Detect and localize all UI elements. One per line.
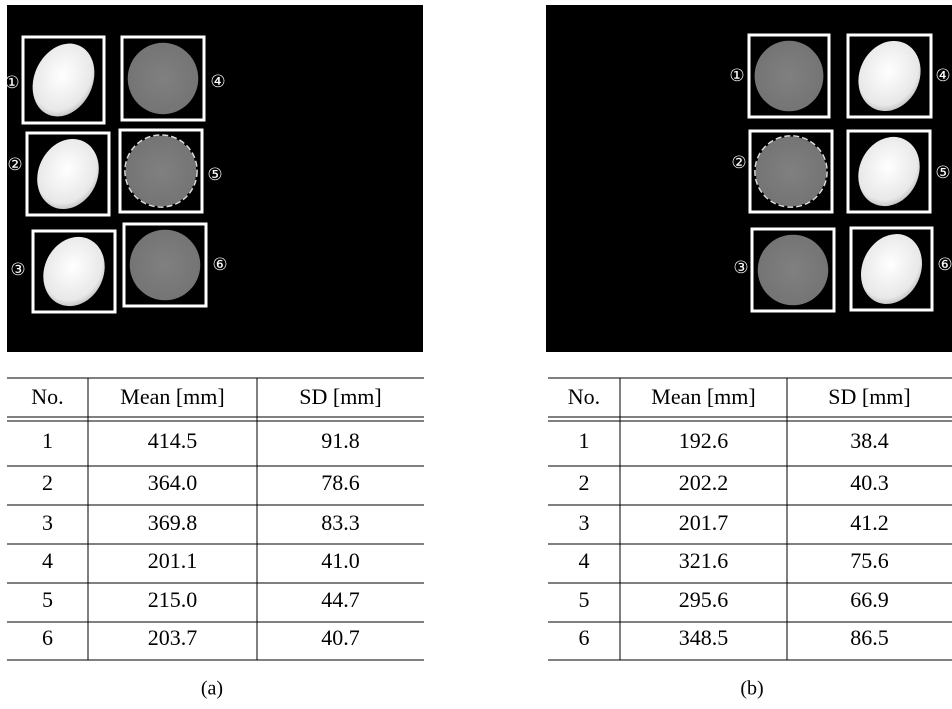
- table-cell: 3: [42, 510, 53, 535]
- table-cell: 6: [579, 625, 590, 650]
- roi-label: ⑥: [937, 255, 952, 275]
- roi-label: ④: [210, 72, 225, 92]
- table-cell: 1: [579, 428, 590, 453]
- roi-label: ③: [10, 260, 25, 280]
- table-cell: 83.3: [321, 510, 360, 535]
- figure: ① ② ③ ④ ⑤ ⑥ No. Mean [mm] SD [mm] 1 414.5 91.8 2 364.…: [0, 0, 952, 709]
- table-cell: 40.3: [850, 470, 889, 495]
- caption: (a): [201, 678, 223, 700]
- roi-label: ⑤: [207, 165, 222, 185]
- table-cell: 414.5: [148, 428, 198, 453]
- table-cell: 295.6: [679, 587, 729, 612]
- table-cell: 202.2: [679, 470, 729, 495]
- table-cell: 44.7: [321, 587, 360, 612]
- table-header: No.: [568, 384, 600, 409]
- table-cell: 2: [42, 470, 53, 495]
- table: No. Mean [mm] SD [mm] 1 414.5 91.8 2 364.0 78.6 3…: [7, 378, 424, 660]
- table-cell: 41.0: [321, 548, 360, 573]
- table-cell: 78.6: [321, 470, 360, 495]
- table-cell: 86.5: [850, 625, 889, 650]
- roi-label: ②: [7, 155, 22, 175]
- roi-label: ①: [4, 73, 19, 93]
- table-header: SD [mm]: [299, 384, 382, 409]
- table-cell: 91.8: [321, 428, 360, 453]
- table-cell: 1: [42, 428, 53, 453]
- roi-label: ①: [729, 66, 744, 86]
- table-header: Mean [mm]: [120, 384, 224, 409]
- roi-label: ⑤: [935, 163, 950, 183]
- table-cell: 2: [579, 470, 590, 495]
- table-cell: 5: [42, 587, 53, 612]
- table-cell: 6: [42, 625, 53, 650]
- table-cell: 321.6: [679, 548, 729, 573]
- table-cell: 4: [579, 548, 590, 573]
- table-cell: 66.9: [850, 587, 889, 612]
- table-cell: 203.7: [148, 625, 198, 650]
- table-cell: 3: [579, 510, 590, 535]
- table-cell: 4: [42, 548, 53, 573]
- roi-label: ②: [731, 153, 746, 173]
- panel: ① ② ③ ④ ⑤ ⑥ No. Mean [mm] SD [mm] 1 192.6 38.4 2 202.…: [546, 5, 952, 700]
- table: No. Mean [mm] SD [mm] 1 192.6 38.4 2 202.2 40.3 3…: [548, 378, 952, 660]
- table-cell: 348.5: [679, 625, 729, 650]
- table-cell: 201.1: [148, 548, 198, 573]
- table-cell: 5: [579, 587, 590, 612]
- roi-label: ③: [733, 258, 748, 278]
- panel: ① ② ③ ④ ⑤ ⑥ No. Mean [mm] SD [mm] 1 414.5 91.8 2 364.…: [4, 5, 424, 700]
- table-cell: 201.7: [679, 510, 729, 535]
- table-header: No.: [31, 384, 63, 409]
- roi-label: ⑥: [212, 255, 227, 275]
- table-cell: 192.6: [679, 428, 729, 453]
- table-cell: 75.6: [850, 548, 889, 573]
- table-cell: 364.0: [148, 470, 198, 495]
- table-header: Mean [mm]: [651, 384, 755, 409]
- table-cell: 38.4: [850, 428, 889, 453]
- caption: (b): [740, 678, 763, 700]
- sample: [128, 43, 199, 114]
- table-cell: 215.0: [148, 587, 198, 612]
- sample: [130, 230, 201, 301]
- table-cell: 41.2: [850, 510, 889, 535]
- sample: [756, 137, 827, 207]
- sample: [758, 235, 829, 306]
- table-header: SD [mm]: [828, 384, 911, 409]
- table-cell: 369.8: [148, 510, 198, 535]
- table-cell: 40.7: [321, 625, 360, 650]
- roi-label: ④: [935, 66, 950, 86]
- sample: [126, 136, 197, 207]
- sample: [755, 41, 824, 112]
